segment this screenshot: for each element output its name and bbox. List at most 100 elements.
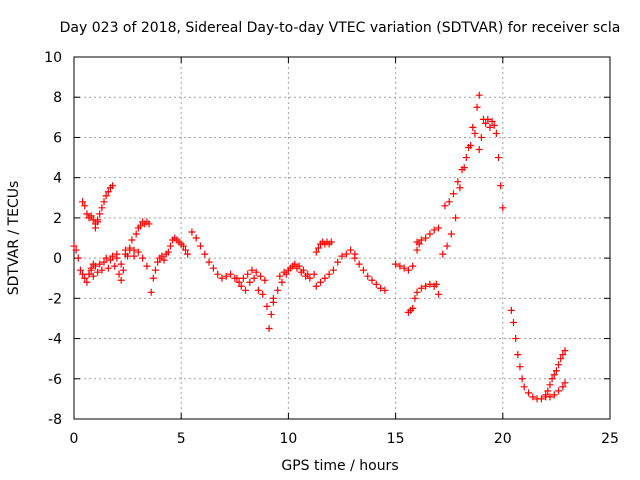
data-point xyxy=(544,387,552,395)
data-point xyxy=(445,198,453,206)
data-point xyxy=(96,260,104,268)
data-point xyxy=(104,264,112,272)
data-point xyxy=(381,286,389,294)
y-axis-ticks: -8 -6 -4 -2 0 2 4 6 8 10 xyxy=(44,50,610,428)
data-point xyxy=(278,278,286,286)
data-point xyxy=(246,278,254,286)
y-tick-label: -2 xyxy=(48,291,62,307)
x-tick-label: 5 xyxy=(177,431,186,447)
data-point xyxy=(252,268,260,276)
data-point xyxy=(325,270,333,278)
data-point xyxy=(218,274,226,282)
data-point xyxy=(209,264,217,272)
data-point xyxy=(293,264,301,272)
y-tick-label: 6 xyxy=(53,130,62,146)
y-tick-label: 0 xyxy=(53,251,62,267)
data-point xyxy=(338,252,346,260)
data-point xyxy=(235,278,243,286)
y-tick-label: -8 xyxy=(48,412,62,428)
data-point xyxy=(458,166,466,174)
data-point xyxy=(473,103,481,111)
data-point xyxy=(115,270,123,278)
data-point xyxy=(475,146,483,154)
data-point xyxy=(257,272,265,280)
data-point xyxy=(87,266,95,274)
data-point xyxy=(201,250,209,258)
data-point xyxy=(192,234,200,242)
data-point xyxy=(160,256,168,264)
data-point xyxy=(96,210,104,218)
data-point xyxy=(276,272,284,280)
data-point xyxy=(100,258,108,266)
data-point xyxy=(542,391,550,399)
data-point xyxy=(314,244,322,252)
data-point xyxy=(310,270,318,278)
x-axis-ticks: 0 5 10 15 20 25 xyxy=(70,57,619,447)
data-point xyxy=(154,258,162,266)
data-point xyxy=(91,262,99,270)
data-point xyxy=(265,325,273,332)
y-tick-label: -4 xyxy=(48,332,62,348)
data-point xyxy=(329,266,337,274)
data-point xyxy=(492,129,500,137)
data-point xyxy=(151,266,159,274)
data-point xyxy=(81,202,89,210)
data-point xyxy=(529,393,537,401)
data-point xyxy=(222,272,230,280)
data-point xyxy=(516,363,524,371)
data-point xyxy=(342,250,350,258)
data-point xyxy=(121,250,129,258)
data-point xyxy=(561,347,569,355)
data-point xyxy=(484,115,492,123)
data-point xyxy=(134,248,142,256)
data-point xyxy=(499,204,507,212)
data-point xyxy=(98,266,106,274)
data-point xyxy=(432,280,440,288)
y-tick-label: 10 xyxy=(44,50,62,66)
data-point xyxy=(497,182,505,190)
data-point xyxy=(552,367,560,375)
data-point xyxy=(372,280,380,288)
data-point xyxy=(417,236,425,244)
grid-lines xyxy=(74,57,610,419)
data-point xyxy=(409,304,417,312)
data-point xyxy=(490,121,498,129)
data-point xyxy=(452,214,460,222)
data-point xyxy=(482,119,490,127)
data-point xyxy=(227,270,235,278)
data-point xyxy=(312,282,320,290)
data-point xyxy=(297,268,305,276)
data-point xyxy=(518,375,526,383)
data-point xyxy=(430,226,438,234)
data-point xyxy=(467,141,475,149)
data-point xyxy=(434,224,442,232)
data-point xyxy=(495,154,503,162)
data-point xyxy=(250,274,258,282)
data-point xyxy=(261,276,269,284)
data-point xyxy=(404,266,412,274)
data-point xyxy=(136,222,144,230)
data-point xyxy=(422,282,430,290)
data-point xyxy=(109,252,117,260)
data-point xyxy=(417,284,425,292)
data-point xyxy=(434,290,442,298)
data-point xyxy=(550,391,558,399)
data-point xyxy=(91,224,99,232)
data-point xyxy=(94,268,102,276)
data-point xyxy=(274,286,282,294)
data-point xyxy=(106,256,114,264)
data-point xyxy=(413,288,421,296)
x-tick-label: 25 xyxy=(601,431,619,447)
data-point xyxy=(196,242,204,250)
data-point xyxy=(79,270,87,278)
data-point xyxy=(514,351,522,359)
data-point xyxy=(439,250,447,258)
data-point xyxy=(126,246,134,254)
data-point xyxy=(321,274,329,282)
data-point xyxy=(280,268,288,276)
data-point xyxy=(471,129,479,137)
data-point xyxy=(89,272,97,280)
data-point xyxy=(147,288,155,296)
data-point xyxy=(368,276,376,284)
